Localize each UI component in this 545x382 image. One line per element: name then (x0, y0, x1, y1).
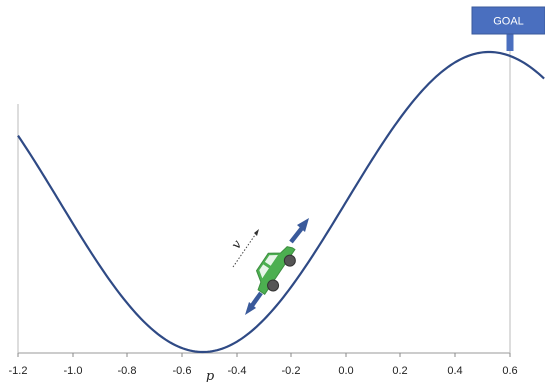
tick-label: -0.8 (118, 365, 137, 377)
position-label: p (206, 369, 215, 382)
tick-labels: -1.2 -1.0 -0.8 -0.6 -0.4 -0.2 0.0 0.2 0.… (9, 365, 518, 377)
tick-marks (17, 353, 511, 357)
tick-label: 0.2 (392, 365, 407, 377)
arrow-up-right-icon (297, 218, 309, 232)
arrow-down-left-icon (245, 302, 256, 315)
goal-flag-pole (506, 34, 514, 51)
velocity-arrowhead-icon (254, 229, 259, 236)
arrow-shaft-up (289, 226, 304, 244)
tick-label: -0.2 (282, 365, 301, 377)
tick-label: 0.4 (447, 365, 462, 377)
goal-box (471, 6, 545, 35)
car-window (259, 264, 270, 279)
car-wheel (283, 254, 296, 267)
velocity-dotted-line (232, 234, 256, 268)
car-window (264, 254, 278, 266)
car-icon (255, 246, 296, 295)
goal-flag: GOAL (471, 6, 545, 51)
velocity-label: v (229, 237, 246, 252)
goal-label: GOAL (493, 16, 524, 28)
tick-label: -1.2 (9, 365, 28, 377)
tick-label: -0.6 (173, 365, 192, 377)
arrow-shaft-down (249, 291, 263, 309)
tick-label: -1.0 (64, 365, 83, 377)
tick-label: -0.4 (228, 365, 247, 377)
tick-label: 0.6 (502, 365, 517, 377)
direction-arrows (245, 218, 309, 315)
tick-label: 0.0 (338, 365, 353, 377)
mountain-curve (17, 50, 545, 354)
car-wheel (267, 279, 280, 292)
velocity-indicator: v (229, 229, 259, 268)
